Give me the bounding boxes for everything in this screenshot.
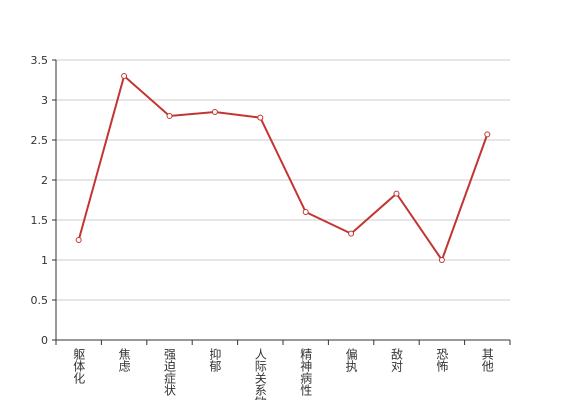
x-tick-label: 躯体化 xyxy=(72,347,86,385)
data-point xyxy=(393,190,400,197)
y-tick-label: 2 xyxy=(41,174,48,187)
data-point xyxy=(257,114,264,121)
x-tick-label: 敌对 xyxy=(390,347,404,372)
y-tick-label: 3 xyxy=(41,94,48,107)
y-tick-label: 1 xyxy=(41,254,48,267)
x-tick-label: 偏执 xyxy=(344,347,358,373)
x-tick-label: 恐怖 xyxy=(435,348,449,372)
x-tick-label: 人际关系敏感 xyxy=(253,348,267,400)
data-point xyxy=(302,209,309,215)
y-tick-label: 1.5 xyxy=(31,214,49,227)
data-point xyxy=(348,230,355,237)
data-point xyxy=(75,237,82,243)
y-tick-label: 0 xyxy=(41,334,48,347)
data-line xyxy=(77,74,489,263)
data-point xyxy=(484,131,491,138)
data-point xyxy=(211,109,218,115)
y-tick-label: 2.5 xyxy=(31,134,49,147)
x-tick-label: 抑郁 xyxy=(208,347,222,373)
x-tick-label: 焦虑 xyxy=(117,348,131,372)
data-point xyxy=(166,113,173,119)
x-tick-label: 强迫症状 xyxy=(163,348,177,396)
y-tick-label: 3.5 xyxy=(31,54,49,67)
x-tick-label: 其他 xyxy=(480,348,494,372)
x-tick-label: 精神病性 xyxy=(299,348,313,397)
data-point xyxy=(438,257,445,263)
data-point xyxy=(121,73,128,79)
y-tick-label: 0.5 xyxy=(31,294,49,307)
